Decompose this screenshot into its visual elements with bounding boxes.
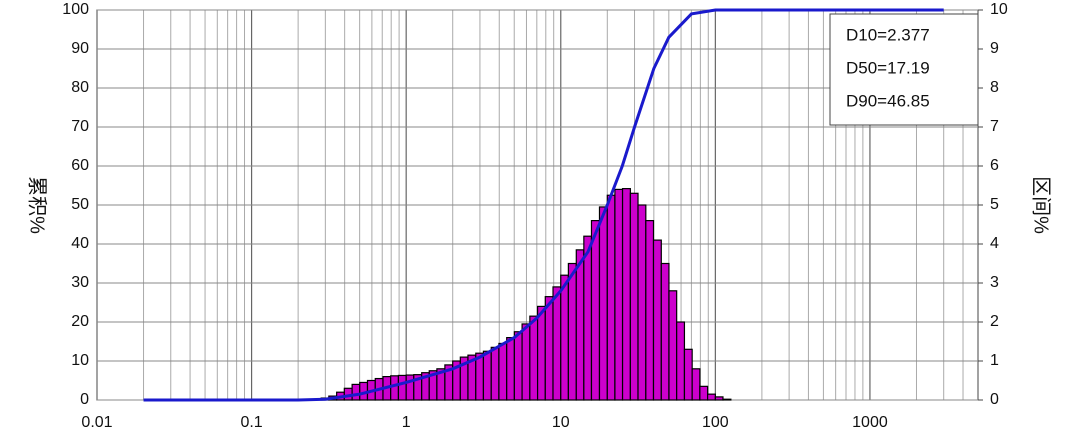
histogram-bar	[475, 352, 485, 401]
histogram-bar	[598, 206, 608, 401]
y-axis-label: 累积%	[26, 176, 49, 234]
y2-axis-label: 区间%	[1030, 176, 1053, 234]
annotation-box	[829, 13, 979, 126]
histogram-bar	[506, 337, 515, 401]
y-tick-label: 70	[71, 118, 89, 135]
y2-tick-label: 5	[990, 196, 999, 213]
y-tick-label: 0	[80, 391, 89, 408]
histogram-bar	[660, 262, 670, 401]
histogram-bar	[521, 323, 531, 401]
histogram-bar	[676, 321, 686, 401]
y2-tick-label: 6	[990, 157, 999, 174]
histogram-bar	[621, 188, 631, 401]
x-tick-label: 1	[402, 414, 411, 431]
y-tick-label: 50	[71, 196, 89, 213]
histogram-bar	[606, 194, 616, 401]
histogram-bar	[405, 374, 415, 401]
histogram-bar	[567, 262, 577, 401]
y-tick-label: 10	[71, 352, 89, 369]
x-tick-label: 100	[702, 414, 729, 431]
histogram-bar	[560, 274, 569, 401]
histogram-bar	[652, 239, 662, 401]
cumulative-curve	[143, 8, 944, 402]
y2-tick-label: 0	[990, 391, 999, 408]
histogram-bar	[397, 374, 407, 401]
histogram-bar	[691, 368, 701, 401]
y2-tick-label: 4	[990, 235, 999, 252]
x-tick-label: 10	[552, 414, 570, 431]
histogram-bar	[590, 220, 601, 401]
y-tick-label: 20	[71, 313, 89, 330]
x-tick-label: 1000	[852, 414, 888, 431]
histogram-bar	[714, 396, 724, 401]
y2-tick-label: 3	[990, 274, 999, 291]
y2-tick-label: 2	[990, 313, 999, 330]
y2-tick-label: 10	[990, 1, 1008, 18]
x-tick-label: 0.1	[240, 414, 262, 431]
y2-tick-label: 1	[990, 352, 999, 369]
histogram-bar	[668, 290, 678, 401]
y2-tick-label: 7	[990, 118, 999, 135]
histogram-bar	[552, 286, 562, 401]
histogram-bar	[683, 348, 693, 401]
y-tick-label: 80	[71, 79, 89, 96]
histogram-bar	[575, 249, 585, 401]
histogram-bar	[536, 305, 546, 401]
histogram-bar	[544, 296, 554, 401]
annotation: D10=2.377	[846, 25, 930, 44]
annotation: D50=17.19	[846, 58, 930, 77]
histogram-bar	[614, 188, 624, 401]
y-tick-label: 90	[71, 40, 89, 57]
histogram-bar	[498, 342, 508, 401]
y2-tick-label: 9	[990, 40, 999, 57]
y2-tick-label: 8	[990, 79, 999, 96]
histogram-bar	[722, 398, 732, 401]
histogram-bar	[390, 375, 400, 401]
histogram-bar	[529, 315, 539, 401]
histogram-bar	[637, 204, 647, 401]
histogram-bar	[583, 235, 593, 401]
histogram-bar	[699, 385, 709, 401]
y-tick-label: 30	[71, 274, 89, 291]
y-tick-label: 40	[71, 235, 89, 252]
y-tick-label: 60	[71, 157, 89, 174]
histogram-bar	[513, 331, 523, 401]
histogram-bar	[351, 383, 361, 401]
histogram-bar	[482, 350, 492, 401]
histogram-bar	[645, 220, 655, 401]
x-tick-label: 0.01	[81, 414, 112, 431]
annotation: D90=46.85	[846, 91, 930, 110]
histogram-bar	[707, 393, 716, 401]
histogram-bar	[490, 346, 500, 401]
histogram-bar	[629, 192, 639, 401]
y-tick-label: 100	[62, 1, 89, 18]
